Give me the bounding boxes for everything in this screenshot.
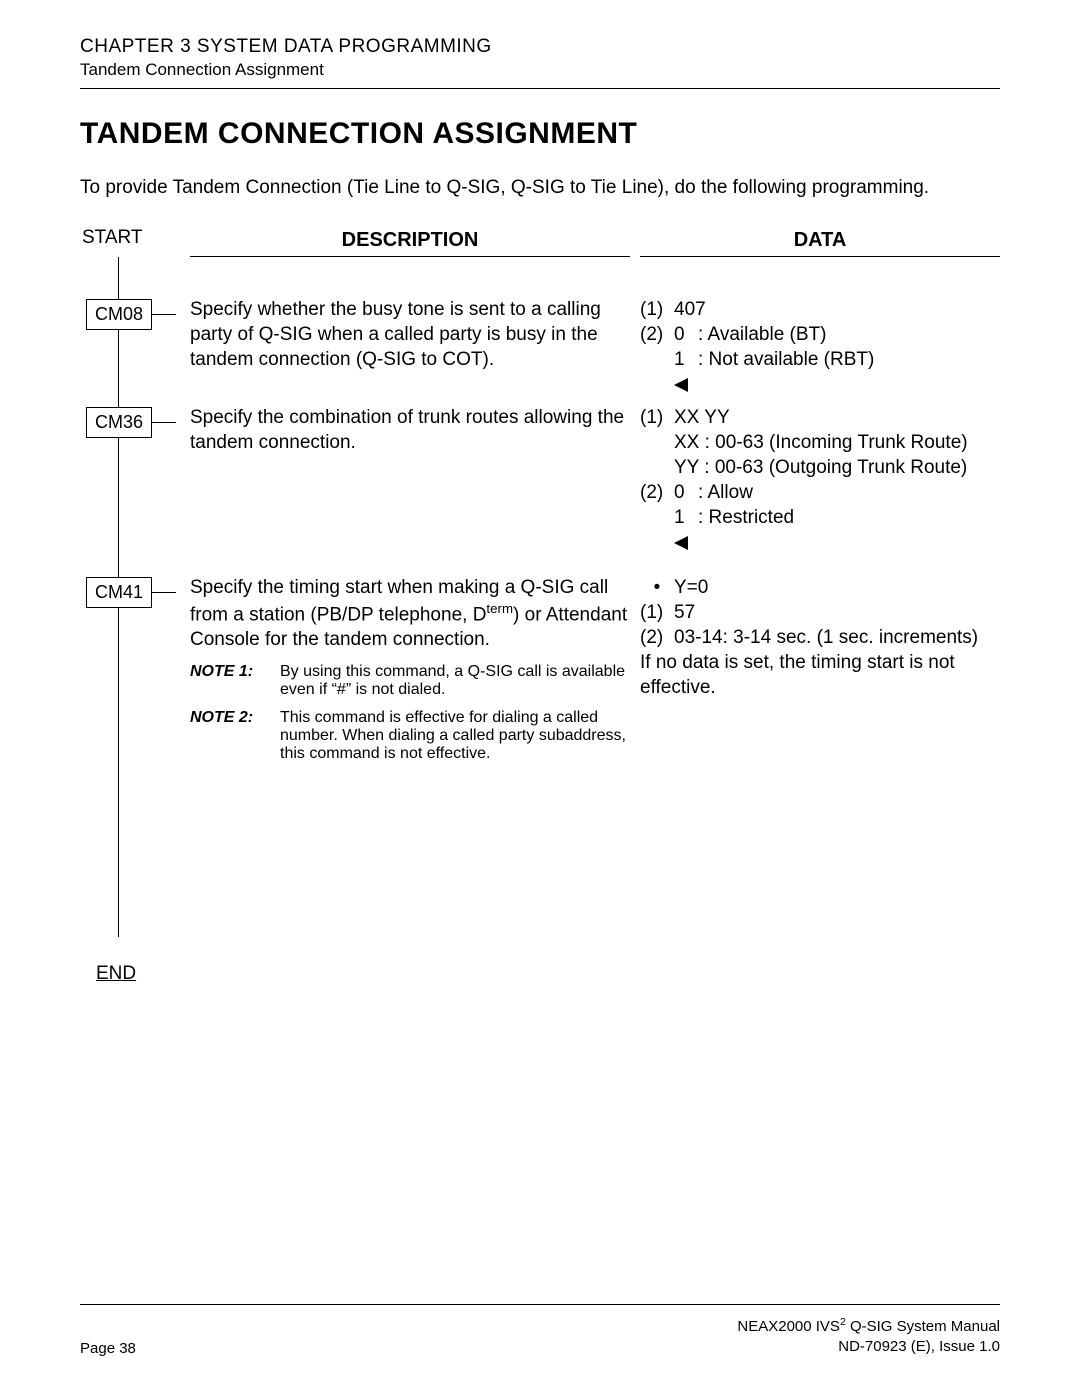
cm08-data: (1)407 (2)0: Available (BT) 1 : Not avai… [640, 257, 1000, 397]
cm41-note1: NOTE 1: By using this command, a Q-SIG c… [190, 663, 630, 699]
triangle-icon [674, 536, 688, 550]
cm36-description: Specify the combination of trunk routes … [190, 397, 630, 455]
header-rule [80, 88, 1000, 89]
flow-connector [152, 592, 176, 593]
step-cm08: CM08 Specify whether the busy tone is se… [80, 257, 1000, 397]
triangle-icon [674, 378, 688, 392]
flow-connector [152, 314, 176, 315]
cmd-box-cm36: CM36 [86, 407, 152, 438]
end-row: END [80, 963, 1000, 1003]
start-label: START [82, 227, 143, 249]
data-header: DATA [640, 229, 1000, 257]
cm41-data: •Y=0 (1)57 (2)03-14: 3-14 sec. (1 sec. i… [640, 567, 1000, 700]
footer-rule [80, 1304, 1000, 1305]
cmd-box-cm08: CM08 [86, 299, 152, 330]
manual-title: NEAX2000 IVS2 Q-SIG System Manual [737, 1315, 1000, 1337]
intro-paragraph: To provide Tandem Connection (Tie Line t… [80, 175, 1000, 201]
cm08-description: Specify whether the busy tone is sent to… [190, 257, 630, 372]
page-footer: Page 38 NEAX2000 IVS2 Q-SIG System Manua… [80, 1304, 1000, 1358]
cm36-data: (1)XX YY XX : 00-63 (Incoming Trunk Rout… [640, 397, 1000, 555]
page-number: Page 38 [80, 1340, 136, 1357]
flow-line [118, 567, 119, 937]
page-title: TANDEM CONNECTION ASSIGNMENT [80, 117, 1000, 151]
cm41-description: Specify the timing start when making a Q… [190, 567, 630, 653]
cm41-note2: NOTE 2: This command is effective for di… [190, 709, 630, 763]
step-cm36: CM36 Specify the combination of trunk ro… [80, 397, 1000, 567]
flow-connector [152, 422, 176, 423]
chapter-line: CHAPTER 3 SYSTEM DATA PROGRAMMING [80, 36, 1000, 58]
step-cm41: CM41 Specify the timing start when makin… [80, 567, 1000, 937]
chapter-subtitle: Tandem Connection Assignment [80, 60, 1000, 80]
end-label: END [96, 963, 136, 985]
description-header: DESCRIPTION [190, 229, 630, 257]
cmd-box-cm41: CM41 [86, 577, 152, 608]
page-header: CHAPTER 3 SYSTEM DATA PROGRAMMING Tandem… [80, 36, 1000, 89]
column-header-row: START DESCRIPTION DATA [80, 227, 1000, 257]
manual-issue: ND-70923 (E), Issue 1.0 [737, 1337, 1000, 1357]
